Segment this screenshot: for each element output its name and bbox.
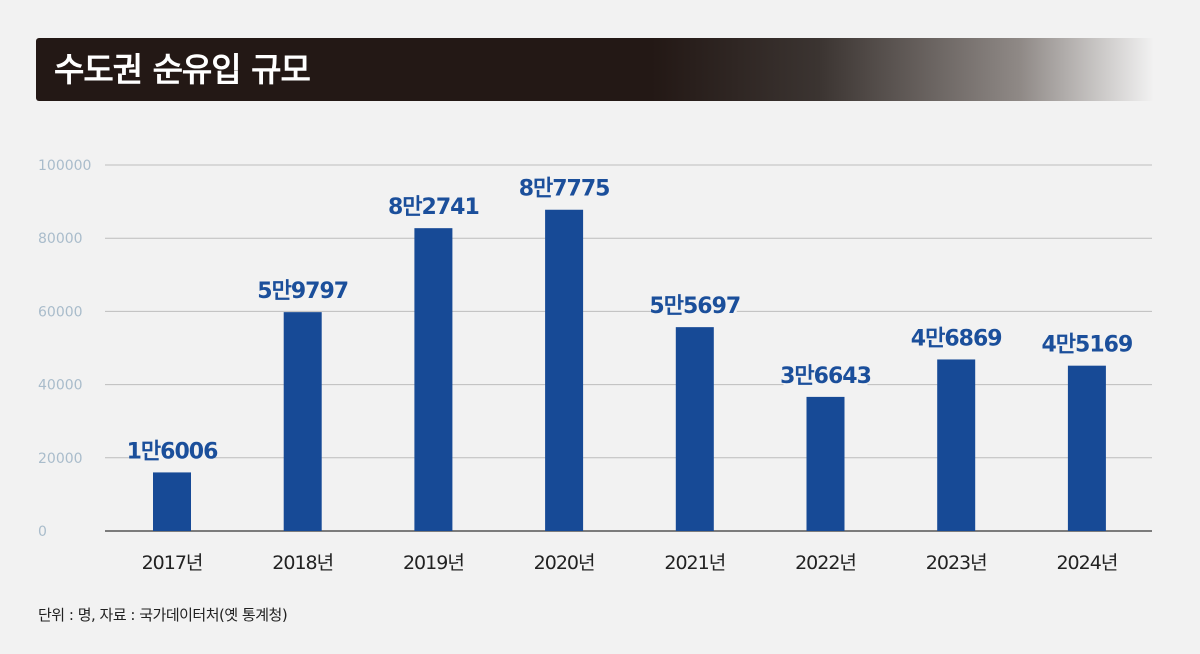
data-label: 4만6869 xyxy=(911,326,1002,351)
x-tick-label: 2023년 xyxy=(926,552,987,574)
data-label-background xyxy=(652,292,737,321)
x-tick-label: 2019년 xyxy=(403,552,464,574)
x-tick-label: 2018년 xyxy=(272,552,333,574)
bar xyxy=(153,472,191,531)
x-tick-label: 2017년 xyxy=(142,552,203,574)
x-axis-ticks: 2017년 2018년 2019년 2020년 2021년 2022년 2023년 2024년 xyxy=(142,552,1119,574)
gridlines xyxy=(105,164,1152,532)
data-label-background xyxy=(1044,330,1129,359)
bars xyxy=(153,209,1106,531)
data-label: 3만6643 xyxy=(780,364,871,389)
bar xyxy=(675,327,714,531)
bar xyxy=(283,312,322,531)
chart-title: 수도권 순유입 규모 xyxy=(54,50,311,89)
data-label: 8만7775 xyxy=(519,177,610,202)
data-label-background xyxy=(522,174,607,203)
data-label-background xyxy=(783,361,868,390)
data-label-background xyxy=(391,193,476,222)
data-label: 5만9797 xyxy=(257,279,348,304)
data-label-background xyxy=(914,324,999,353)
y-tick-label: 40000 xyxy=(38,378,83,394)
bar xyxy=(937,359,976,531)
x-tick-label: 2020년 xyxy=(534,552,595,574)
x-tick-label: 2021년 xyxy=(664,552,725,574)
bar xyxy=(414,228,453,531)
data-label: 8만2741 xyxy=(388,195,479,220)
source-footnote: 단위 : 명, 자료 : 국가데이터처(옛 통계청) xyxy=(38,606,288,624)
y-axis-ticks: 0 20000 40000 60000 80000 100000 xyxy=(38,158,91,540)
y-tick-label: 0 xyxy=(38,524,47,540)
y-tick-label: 60000 xyxy=(38,304,83,320)
bar xyxy=(545,209,584,531)
y-tick-label: 20000 xyxy=(38,451,83,467)
x-tick-label: 2022년 xyxy=(795,552,856,574)
x-tick-label: 2024년 xyxy=(1056,552,1117,574)
data-label-background xyxy=(260,277,345,306)
y-tick-label: 80000 xyxy=(38,231,83,247)
y-tick-label: 100000 xyxy=(38,158,91,174)
data-label-background xyxy=(130,437,214,466)
data-label: 1만6006 xyxy=(127,439,218,464)
data-label: 4만5169 xyxy=(1042,333,1133,358)
bar xyxy=(806,396,845,531)
bar xyxy=(1067,365,1106,531)
data-labels: 1만6006 5만9797 8만2741 8만7775 5만5697 3만6643 4만68… xyxy=(127,174,1133,466)
data-label: 5만5697 xyxy=(649,294,740,319)
title-banner xyxy=(36,38,1154,101)
